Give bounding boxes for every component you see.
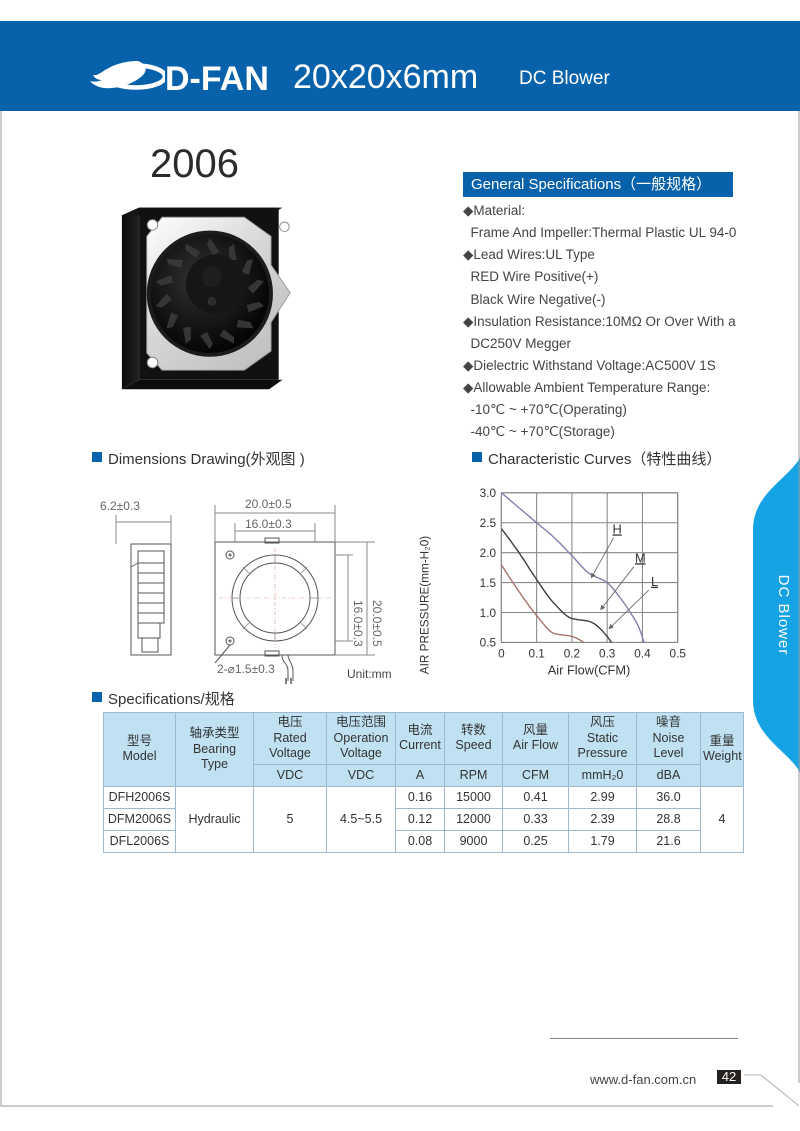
svg-text:AIR PRESSURE(mm-H₂0): AIR PRESSURE(mm-H₂0) <box>419 536 432 674</box>
svg-text:Air Flow(CFM): Air Flow(CFM) <box>548 663 631 678</box>
svg-text:1.0: 1.0 <box>480 607 497 620</box>
svg-text:Unit:mm: Unit:mm <box>347 667 392 681</box>
svg-text:20.0±0.5: 20.0±0.5 <box>245 497 292 511</box>
svg-text:DC Blower: DC Blower <box>775 575 792 656</box>
svg-text:0: 0 <box>498 647 505 660</box>
svg-text:0.4: 0.4 <box>634 647 651 660</box>
svg-text:6.2±0.3: 6.2±0.3 <box>100 499 140 513</box>
svg-text:0.1: 0.1 <box>528 647 544 660</box>
svg-text:16.0±0.3: 16.0±0.3 <box>351 600 365 647</box>
svg-text:16.0±0.3: 16.0±0.3 <box>245 517 292 531</box>
svg-text:0.5: 0.5 <box>480 637 497 650</box>
svg-text:2.0: 2.0 <box>480 547 497 560</box>
svg-text:2.5: 2.5 <box>480 517 497 530</box>
svg-text:M: M <box>635 550 646 565</box>
svg-text:0.5: 0.5 <box>670 647 687 660</box>
svg-text:0.3: 0.3 <box>599 647 616 660</box>
svg-text:H: H <box>613 521 622 536</box>
svg-text:1.5: 1.5 <box>480 577 497 590</box>
svg-text:L: L <box>651 574 658 589</box>
svg-text:2-⌀1.5±0.3: 2-⌀1.5±0.3 <box>217 662 275 676</box>
svg-text:3.0: 3.0 <box>480 487 497 500</box>
svg-text:20.0±0.5: 20.0±0.5 <box>370 600 384 647</box>
svg-text:0.2: 0.2 <box>564 647 580 660</box>
